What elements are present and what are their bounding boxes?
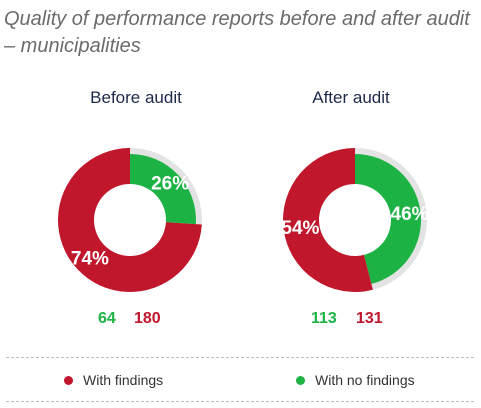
before-findings-count: 180 <box>134 310 161 327</box>
slice-no-findings <box>130 154 197 225</box>
before-audit-heading: Before audit <box>90 88 182 107</box>
slice-with-findings <box>283 148 373 292</box>
slice-no-findings <box>355 154 421 284</box>
before-audit-donut: 26% 74% <box>57 148 202 292</box>
pct-label-with-findings: 54% <box>281 218 319 239</box>
legend-top-divider <box>6 357 474 358</box>
after-audit-heading: After audit <box>312 88 390 107</box>
chart-title: Quality of performance reports before an… <box>4 8 470 57</box>
legend-no-findings-label: With no findings <box>315 372 415 388</box>
after-no-findings-count: 113 <box>311 310 337 327</box>
pct-label-with-findings: 74% <box>71 249 109 270</box>
pct-label-no-findings: 46% <box>391 204 429 225</box>
legend-bottom-divider <box>6 401 474 402</box>
legend-no-findings-marker <box>296 375 305 385</box>
pct-label-no-findings: 26% <box>151 173 189 194</box>
legend-with-findings: With findings <box>64 372 163 388</box>
before-no-findings-count: 64 <box>98 310 116 327</box>
legend-with-no-findings: With no findings <box>296 372 415 388</box>
legend-findings-marker <box>64 375 73 385</box>
after-findings-count: 131 <box>356 310 383 327</box>
slice-with-findings <box>57 148 202 292</box>
legend-findings-label: With findings <box>83 372 164 388</box>
after-audit-donut: 46% 54% <box>281 148 429 292</box>
